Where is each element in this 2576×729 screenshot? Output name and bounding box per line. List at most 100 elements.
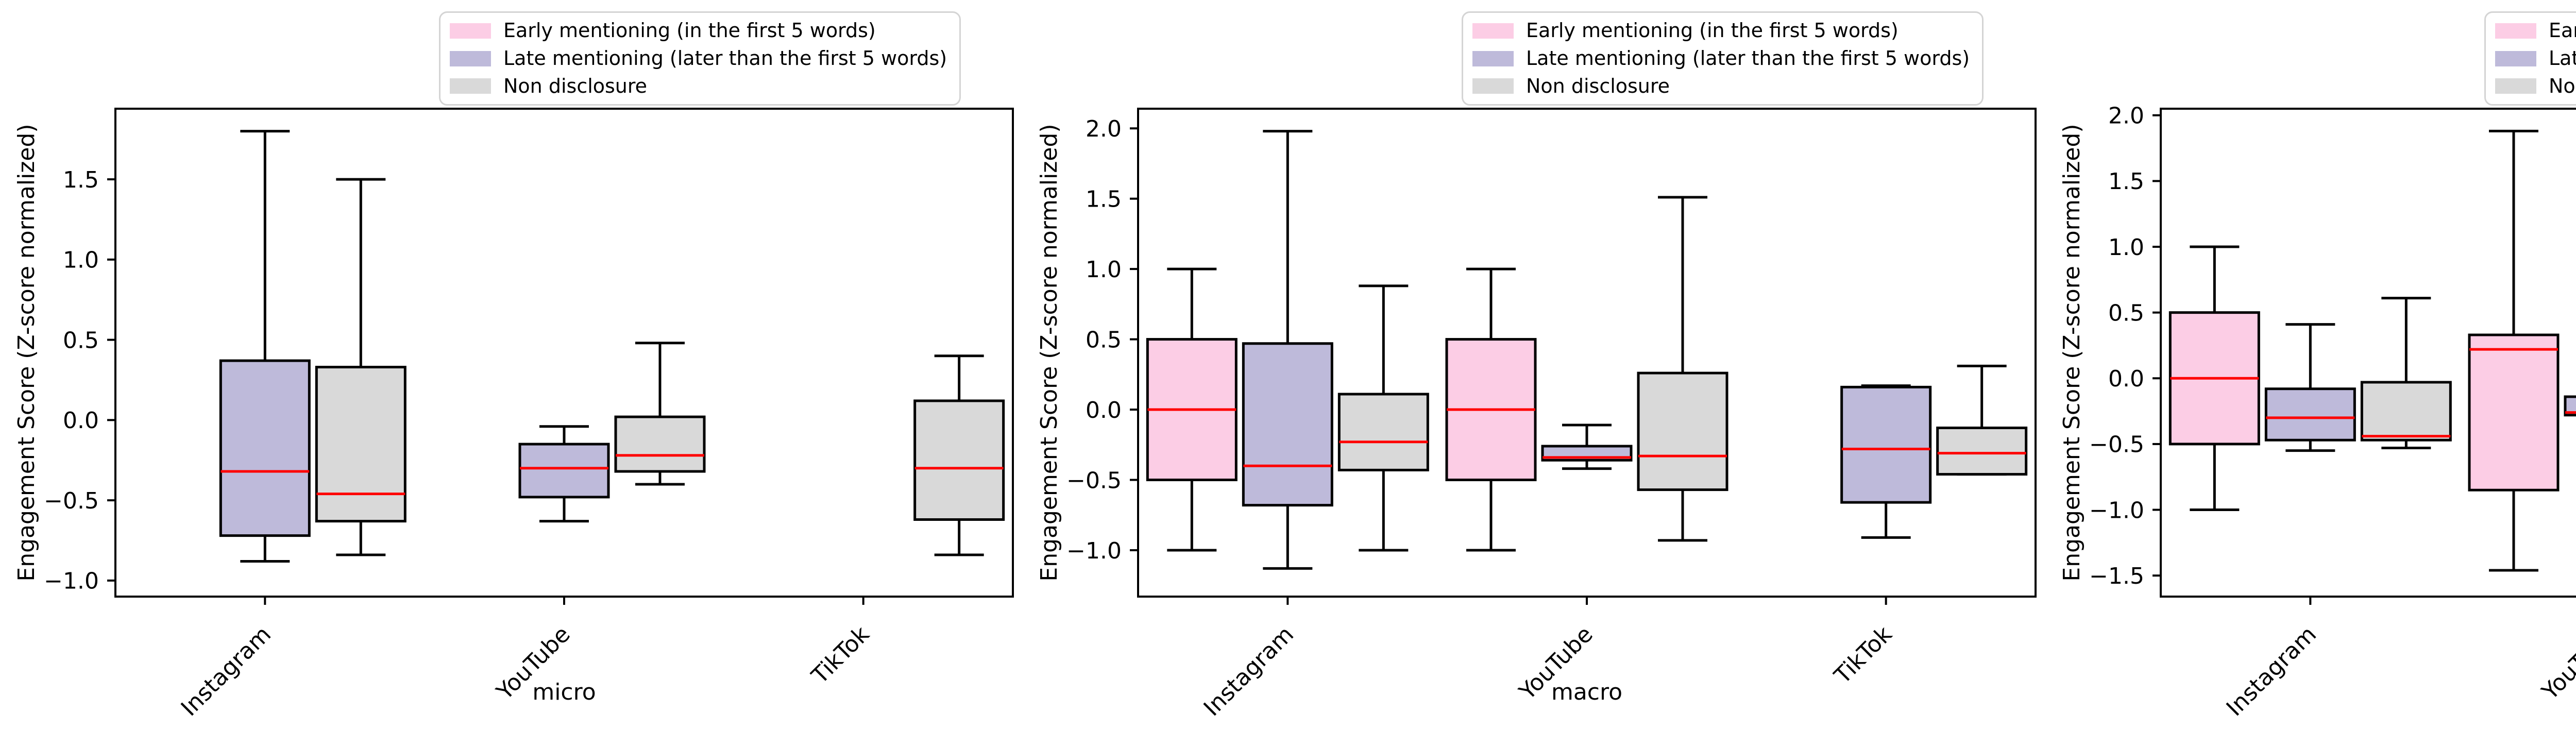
legend-item: Non disclosure <box>450 74 947 97</box>
y-tick-label: 1.0 <box>1086 257 1122 283</box>
iqr-box <box>1936 427 2028 476</box>
iqr-box <box>913 399 1005 521</box>
y-tick-label: −1.0 <box>2089 497 2144 523</box>
legend-label: Early mentioning (in the first 5 words) <box>1526 19 1899 42</box>
x-axis-label: micro <box>532 679 596 705</box>
box-group <box>2360 297 2452 450</box>
box-group <box>1936 364 2028 476</box>
y-tick-label: 0.0 <box>63 408 99 434</box>
y-tick-label: −0.5 <box>44 488 99 514</box>
y-tick-label: 1.5 <box>1086 187 1122 213</box>
legend-swatch-icon <box>2495 23 2536 39</box>
iqr-box <box>2360 381 2452 442</box>
y-tick-label: 1.5 <box>2108 168 2144 195</box>
legend-label: Late mentioning (later than the first 5 … <box>2549 46 2576 70</box>
box-group <box>1146 267 1238 552</box>
y-axis-label: Engagement Score (Z-score normalized) <box>13 124 40 581</box>
y-tick-label: 1.5 <box>63 167 99 193</box>
box-group <box>1637 196 1728 542</box>
y-tick-label: 2.0 <box>2108 103 2144 129</box>
x-tick-label: Instagram <box>1199 621 1299 721</box>
x-tick-label: Instagram <box>176 621 276 721</box>
legend-item: Early mentioning (in the first 5 words) <box>450 20 947 42</box>
y-tick-label: 0.0 <box>1086 397 1122 423</box>
box-group <box>518 425 610 523</box>
iqr-box <box>315 366 406 523</box>
legend-swatch-icon <box>2495 78 2536 94</box>
legend-swatch-icon <box>1472 50 1514 66</box>
x-tick-label: TikTok <box>1829 621 1897 689</box>
legend-label: Early mentioning (in the first 5 words) <box>503 19 876 42</box>
iqr-box <box>219 359 311 537</box>
y-tick-label: −1.0 <box>44 568 99 595</box>
legend-item: Late mentioning (later than the first 5 … <box>2495 46 2576 70</box>
box-group <box>1445 267 1537 552</box>
legend-item: Non disclosure <box>1472 74 1970 97</box>
y-tick-label: −1.0 <box>1066 538 1122 564</box>
y-tick-label: 0.5 <box>2108 300 2144 326</box>
legend-swatch-icon <box>450 78 491 94</box>
y-tick-label: 0.5 <box>63 327 99 353</box>
y-tick-label: 1.0 <box>63 247 99 274</box>
box-group <box>2468 129 2560 572</box>
box-group <box>1840 384 1932 539</box>
x-tick-label: TikTok <box>806 621 875 689</box>
legend-label: Early mentioning (in the first 5 words) <box>2549 19 2576 42</box>
box-group <box>219 130 311 563</box>
legend-swatch-icon <box>450 23 491 39</box>
box-group <box>2168 245 2260 512</box>
iqr-box <box>2264 387 2356 442</box>
iqr-box <box>2564 395 2576 417</box>
y-tick-label: 0.5 <box>1086 327 1122 353</box>
x-tick-label: YouTube <box>2536 621 2576 705</box>
box-group <box>1242 130 1333 570</box>
legend-swatch-icon <box>2495 50 2536 66</box>
legend-label: Non disclosure <box>503 74 648 97</box>
iqr-box <box>518 443 610 499</box>
box-group <box>2564 395 2576 417</box>
y-axis-label: Engagement Score (Z-score normalized) <box>1036 124 1062 581</box>
legend-item: Early mentioning (in the first 5 words) <box>2495 20 2576 42</box>
legend: Early mentioning (in the first 5 words) L… <box>2484 11 2576 106</box>
legend: Early mentioning (in the first 5 words) L… <box>439 11 961 106</box>
legend-item: Early mentioning (in the first 5 words) <box>1472 20 1970 42</box>
iqr-box <box>1242 342 1333 507</box>
iqr-box <box>1637 371 1728 491</box>
legend-item: Late mentioning (later than the first 5 … <box>1472 46 1970 70</box>
y-axis-label: Engagement Score (Z-score normalized) <box>2059 124 2085 581</box>
box-group <box>315 178 406 556</box>
subplot-mega: Early mentioning (in the first 5 words) L… <box>2045 0 2576 729</box>
legend-label: Non disclosure <box>1526 74 1670 97</box>
legend-swatch-icon <box>1472 78 1514 94</box>
legend-item: Non disclosure <box>2495 74 2576 97</box>
box-group <box>614 342 706 486</box>
box-group <box>1337 284 1429 552</box>
y-tick-label: −1.5 <box>2089 563 2144 589</box>
legend-label: Late mentioning (later than the first 5 … <box>1526 46 1970 70</box>
y-tick-label: 2.0 <box>1086 116 1122 142</box>
iqr-box <box>1337 393 1429 471</box>
x-axis-label: macro <box>1551 679 1622 705</box>
legend-item: Late mentioning (later than the first 5 … <box>450 46 947 70</box>
y-tick-label: −0.5 <box>1066 467 1122 494</box>
x-tick-label: Instagram <box>2222 621 2321 721</box>
legend-swatch-icon <box>450 50 491 66</box>
y-tick-label: 1.0 <box>2108 234 2144 261</box>
iqr-box <box>2468 333 2560 491</box>
box-group <box>2264 323 2356 452</box>
axes-frame <box>2160 108 2576 598</box>
subplot-macro: Early mentioning (in the first 5 words) L… <box>1023 0 2045 729</box>
iqr-box <box>1840 385 1932 504</box>
y-tick-label: 0.0 <box>2108 366 2144 392</box>
iqr-box <box>614 415 706 473</box>
box-group <box>913 354 1005 556</box>
subplot-micro: Early mentioning (in the first 5 words) L… <box>0 0 1023 729</box>
legend-label: Late mentioning (later than the first 5 … <box>503 46 947 70</box>
legend-label: Non disclosure <box>2549 74 2576 97</box>
legend-swatch-icon <box>1472 23 1514 39</box>
box-group <box>1541 423 1633 470</box>
